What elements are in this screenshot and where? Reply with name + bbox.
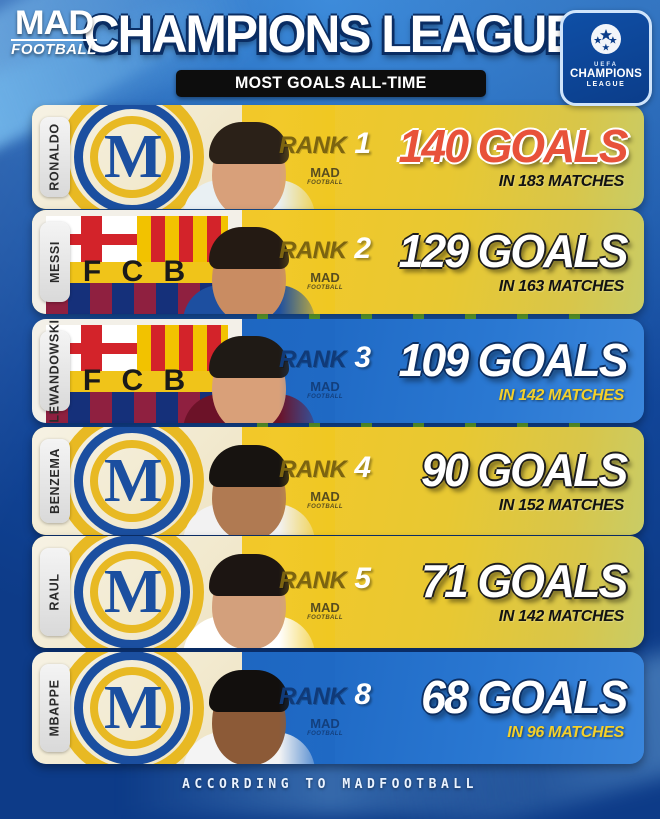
badge-champions-text: CHAMPIONS — [569, 68, 643, 80]
player-photo — [160, 652, 335, 764]
ranking-row: M BENZEMA RANK 4 MAD FOOTBALL — [32, 427, 644, 535]
goals-value: 129 GOALS — [398, 225, 628, 277]
poster-header: MAD FOOTBALL CHAMPIONS LEAGUE MOST GOALS… — [0, 0, 660, 108]
player-name-tab[interactable]: RONALDO — [40, 117, 70, 197]
watermark-football: FOOTBALL — [307, 615, 343, 621]
rank-label: RANK — [278, 346, 347, 373]
ranking-row: F C B LEWANDOWSKI RANK 3 MAD FOOTBALL — [32, 319, 644, 423]
goals-block: 129 GOALS IN 163 MATCHES — [362, 210, 630, 314]
player-name: MBAPPE — [48, 679, 62, 737]
watermark-mad: MAD — [310, 270, 340, 285]
player-photo — [160, 210, 335, 314]
rank-number: 2 — [354, 232, 371, 265]
watermark-football: FOOTBALL — [307, 285, 343, 291]
subtitle-banner: MOST GOALS ALL-TIME — [176, 70, 486, 97]
rank-block: RANK 2 MAD FOOTBALL — [260, 210, 390, 314]
goals-block: 71 GOALS IN 142 MATCHES — [362, 536, 630, 648]
goals-value: 90 GOALS — [421, 444, 629, 496]
player-name: RAUL — [48, 573, 62, 611]
brand-logo-mad: MAD — [14, 4, 94, 42]
ranking-row: M MBAPPE RANK 8 MAD FOOTBALL — [32, 652, 644, 764]
goals-block: 90 GOALS IN 152 MATCHES — [362, 427, 630, 535]
watermark-football: FOOTBALL — [307, 180, 343, 186]
ranking-row: M RAUL RANK 5 MAD FOOTBALL — [32, 536, 644, 648]
mad-football-watermark: MAD FOOTBALL — [307, 716, 343, 738]
ranking-row: M RONALDO RANK 1 MAD FOOTBALL — [32, 105, 644, 209]
matches-value: IN 152 MATCHES — [498, 497, 625, 514]
goals-value: 140 GOALS — [398, 120, 628, 172]
footer-credit-text: ACCORDING TO MADFOOTBALL — [182, 777, 478, 792]
goals-block: 140 GOALS IN 183 MATCHES — [362, 105, 630, 209]
mad-football-watermark: MAD FOOTBALL — [307, 600, 343, 622]
player-name: RONALDO — [48, 123, 63, 191]
mad-football-watermark: MAD FOOTBALL — [307, 379, 343, 401]
player-name-tab[interactable]: BENZEMA — [40, 439, 70, 523]
mad-football-watermark: MAD FOOTBALL — [307, 270, 343, 292]
watermark-mad: MAD — [310, 165, 340, 180]
rank-number: 4 — [354, 451, 371, 484]
goals-value: 71 GOALS — [421, 555, 629, 607]
uefa-champions-league-badge: UEFA CHAMPIONS LEAGUE — [560, 10, 652, 106]
rank-number: 3 — [354, 341, 371, 374]
badge-uefa-text: UEFA — [593, 62, 618, 68]
subtitle-text: MOST GOALS ALL-TIME — [235, 74, 427, 92]
footer-credit: ACCORDING TO MADFOOTBALL — [0, 775, 660, 793]
starball-icon — [591, 24, 621, 54]
rank-block: RANK 8 MAD FOOTBALL — [260, 652, 390, 764]
rank-label: RANK — [278, 237, 347, 264]
rank-number: 5 — [354, 562, 371, 595]
mad-football-watermark: MAD FOOTBALL — [307, 489, 343, 511]
rank-block: RANK 3 MAD FOOTBALL — [260, 319, 390, 423]
ranking-list: M RONALDO RANK 1 MAD FOOTBALL — [0, 100, 660, 772]
fc-barcelona-crest-icon: F C B — [46, 210, 228, 314]
player-name: BENZEMA — [48, 447, 63, 515]
goals-value: 109 GOALS — [398, 334, 628, 386]
badge-league-text: LEAGUE — [586, 81, 626, 88]
rank-number: 1 — [354, 127, 371, 160]
goals-block: 68 GOALS IN 96 MATCHES — [362, 652, 630, 764]
rank-block: RANK 4 MAD FOOTBALL — [260, 427, 390, 535]
goals-value: 68 GOALS — [421, 671, 629, 723]
matches-value: IN 183 MATCHES — [498, 173, 625, 190]
watermark-football: FOOTBALL — [307, 731, 343, 737]
player-name-tab[interactable]: MESSI — [40, 222, 70, 302]
player-photo — [160, 536, 335, 648]
player-photo — [160, 427, 335, 535]
brand-logo: MAD FOOTBALL — [8, 4, 100, 70]
player-name: LEWANDOWSKI — [48, 319, 62, 423]
real-madrid-crest-icon: M — [54, 427, 212, 535]
player-name-tab[interactable]: MBAPPE — [40, 664, 70, 752]
watermark-mad: MAD — [310, 489, 340, 504]
rank-block: RANK 1 MAD FOOTBALL — [260, 105, 390, 209]
watermark-mad: MAD — [310, 716, 340, 731]
watermark-football: FOOTBALL — [307, 394, 343, 400]
goals-block: 109 GOALS IN 142 MATCHES — [362, 319, 630, 423]
watermark-mad: MAD — [310, 379, 340, 394]
rank-number: 8 — [354, 678, 371, 711]
page-title: CHAMPIONS LEAGUE — [83, 5, 579, 64]
rank-label: RANK — [278, 456, 347, 483]
player-photo — [160, 319, 335, 423]
player-name: MESSI — [48, 241, 62, 283]
rank-block: RANK 5 MAD FOOTBALL — [260, 536, 390, 648]
ranking-row: F C B MESSI RANK 2 MAD FOOTBALL — [32, 210, 644, 314]
player-name-tab[interactable]: LEWANDOWSKI — [40, 319, 70, 423]
mad-football-watermark: MAD FOOTBALL — [307, 165, 343, 187]
player-name-tab[interactable]: RAUL — [40, 548, 70, 636]
matches-value: IN 163 MATCHES — [498, 278, 625, 295]
watermark-mad: MAD — [310, 600, 340, 615]
rank-label: RANK — [278, 683, 347, 710]
watermark-football: FOOTBALL — [307, 504, 343, 510]
matches-value: IN 142 MATCHES — [498, 608, 625, 625]
matches-value: IN 96 MATCHES — [507, 724, 624, 741]
matches-value: IN 142 MATCHES — [498, 387, 625, 404]
rank-label: RANK — [278, 132, 347, 159]
rank-label: RANK — [278, 567, 347, 594]
